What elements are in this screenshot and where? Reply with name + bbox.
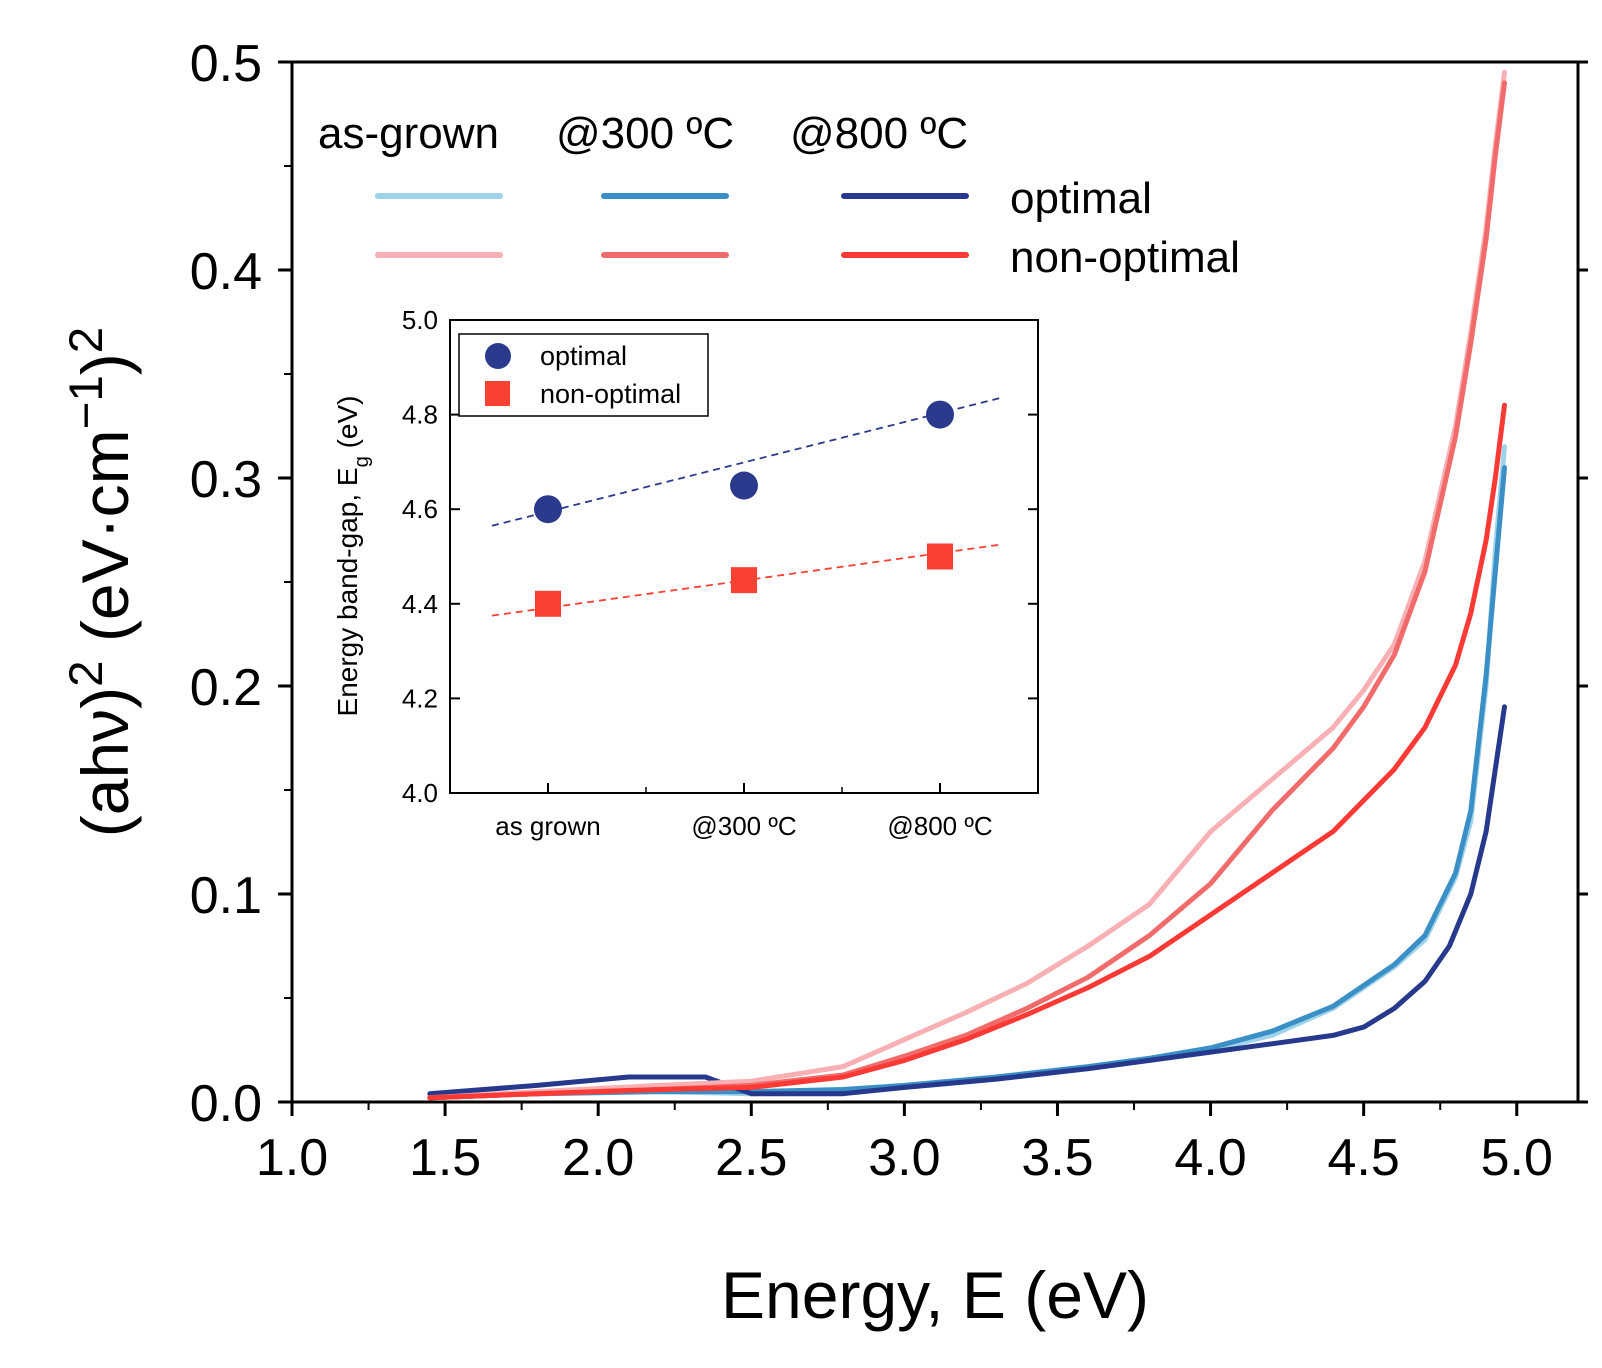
inset-x-tick-label: @800 ºC xyxy=(887,811,992,841)
legend-row-optimal: optimal xyxy=(1010,174,1152,223)
inset-legend-label-optimal: optimal xyxy=(540,341,627,371)
main-tick-labels-group: 1.0 1.5 2.0 2.5 3.0 3.5 4.0 4.5 5.0 0.0 0.1 0.2 0.3 0… xyxy=(190,35,1553,1187)
inset-x-tick-label: @300 ºC xyxy=(691,811,796,841)
y-title-exp-3: 2 xyxy=(60,327,113,353)
inset-y-title-main: Energy band-gap, E xyxy=(332,467,363,716)
x-tick-label: 1.5 xyxy=(409,1129,481,1187)
legend-header-300c: @300 ºC xyxy=(556,109,734,158)
y-title-part-close: ) xyxy=(68,353,142,375)
x-tick-label: 4.0 xyxy=(1174,1129,1246,1187)
x-tick-label: 3.5 xyxy=(1021,1129,1093,1187)
inset-y-tick-label: 4.0 xyxy=(402,778,438,808)
inset-marker-non-optimal xyxy=(731,567,757,594)
inset-y-title-sub: g xyxy=(351,456,373,467)
inset-x-tick-label: as grown xyxy=(495,811,601,841)
x-tick-label: 1.0 xyxy=(256,1129,328,1187)
inset-fit-line-optimal xyxy=(491,397,1001,527)
inset-tick-labels-group: 4.0 4.2 4.4 4.6 4.8 5.0 as grown @300 ºC @800 ºC xyxy=(402,305,993,841)
inset-marker-non-optimal xyxy=(535,590,561,617)
main-x-axis-title: Energy, E (eV) xyxy=(721,1258,1149,1332)
inset-marker-optimal xyxy=(926,400,954,429)
y-title-part-middle: (eV·cm xyxy=(68,429,142,660)
inset-y-tick-label: 4.4 xyxy=(402,589,438,619)
y-tick-label: 0.4 xyxy=(190,243,262,301)
inset-markers-group xyxy=(534,400,954,617)
legend-lines-group xyxy=(375,193,969,258)
inset-y-title-unit: (eV) xyxy=(332,396,363,457)
inset-marker-optimal xyxy=(534,495,562,524)
inset-marker-optimal xyxy=(730,471,758,500)
main-plot: 1.0 1.5 2.0 2.5 3.0 3.5 4.0 4.5 5.0 0.0 0.1 0.2 0.3 0… xyxy=(60,35,1588,1332)
main-series-group xyxy=(427,69,1507,1101)
y-tick-label: 0.0 xyxy=(190,1075,262,1133)
y-tick-label: 0.5 xyxy=(190,35,262,93)
y-title-exp-2: −1 xyxy=(60,375,113,429)
x-tick-label: 5.0 xyxy=(1481,1129,1553,1187)
y-title-part-prefix: (ahν) xyxy=(68,687,142,837)
legend-row-non-optimal: non-optimal xyxy=(1010,233,1240,282)
x-tick-label: 2.0 xyxy=(562,1129,634,1187)
inset-y-tick-label: 4.6 xyxy=(402,494,438,524)
y-tick-label: 0.1 xyxy=(190,867,262,925)
inset-legend: optimal non-optimal xyxy=(458,333,709,417)
inset-legend-marker-optimal xyxy=(485,343,511,369)
series-line-non-optimal-800-c xyxy=(427,402,1507,1101)
inset-marker-non-optimal xyxy=(927,543,953,570)
main-legend: as-grown @300 ºC @800 ºC optimal non-opt… xyxy=(318,109,1240,282)
main-plot-frame xyxy=(290,60,1580,1104)
legend-header-as-grown: as-grown xyxy=(318,109,499,158)
inset-legend-label-non-optimal: non-optimal xyxy=(540,379,681,409)
legend-header-800c: @800 ºC xyxy=(790,109,968,158)
x-tick-label: 3.0 xyxy=(868,1129,940,1187)
inset-y-tick-label: 4.2 xyxy=(402,683,438,713)
y-title-exp-1: 2 xyxy=(60,660,113,686)
inset-y-axis-title: Energy band-gap, Eg (eV) xyxy=(332,396,373,717)
x-tick-label: 2.5 xyxy=(715,1129,787,1187)
main-y-axis-title: (ahν)2 (eV·cm−1)2 xyxy=(60,327,143,837)
inset-legend-marker-non-optimal xyxy=(485,381,510,406)
inset-y-tick-label: 4.8 xyxy=(402,400,438,430)
y-tick-label: 0.3 xyxy=(190,451,262,509)
x-tick-label: 4.5 xyxy=(1328,1129,1400,1187)
inset-plot: 4.0 4.2 4.4 4.6 4.8 5.0 as grown @300 ºC @800 ºC… xyxy=(332,305,1039,841)
y-tick-label: 0.2 xyxy=(190,659,262,717)
inset-ticks-group xyxy=(450,319,1038,794)
main-ticks-group xyxy=(278,60,1588,1116)
inset-y-tick-label: 5.0 xyxy=(402,305,438,335)
